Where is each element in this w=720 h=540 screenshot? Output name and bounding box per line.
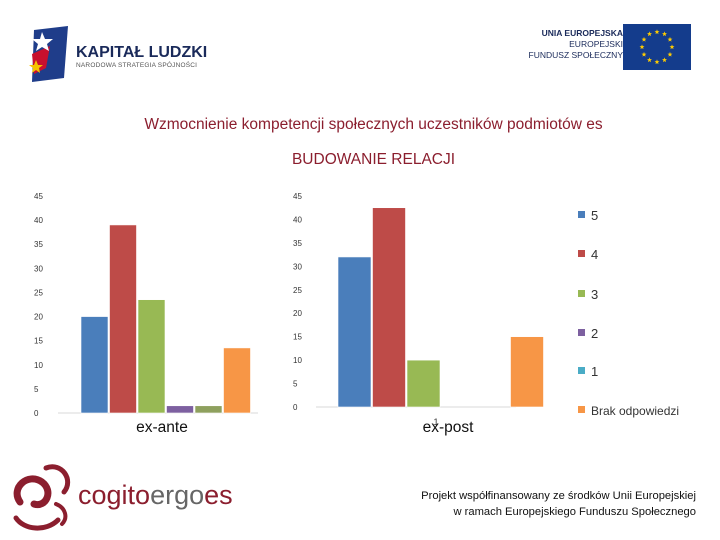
y-tick-label: 25 xyxy=(34,288,43,297)
legend-label: 1 xyxy=(591,364,598,379)
kapital-ludzki-logo: KAPITAŁ LUDZKI NARODOWA STRATEGIA SPÓJNO… xyxy=(28,24,218,84)
eu-line2: EUROPEJSKI xyxy=(569,39,623,49)
eu-flag-icon xyxy=(623,24,691,70)
bar-ex-ante-brak-odpowiedzi xyxy=(223,347,251,414)
bar-ex-ante-2 xyxy=(166,405,194,414)
legend-label: 4 xyxy=(591,247,598,262)
legend-swatch xyxy=(578,367,585,374)
y-tick-label: 0 xyxy=(293,403,298,412)
eu-star-icon xyxy=(641,36,647,42)
bar-ex-ante-4 xyxy=(109,224,137,414)
y-tick-label: 20 xyxy=(293,309,302,318)
x-category-label: ex-ante xyxy=(136,419,188,436)
eu-star-icon xyxy=(654,29,660,35)
legend-swatch xyxy=(578,406,585,413)
eu-star-icon xyxy=(647,57,652,63)
cogito-wordmark: cogitoergoes xyxy=(78,480,233,511)
legend-label: Brak odpowiedzi xyxy=(591,404,679,418)
legend-swatch xyxy=(578,290,585,297)
kapital-ludzki-subtitle: NARODOWA STRATEGIA SPÓJNOŚCI xyxy=(76,62,198,69)
y-tick-label: 5 xyxy=(293,380,298,389)
eu-star-icon xyxy=(662,57,667,63)
y-tick-label: 35 xyxy=(293,239,302,248)
legend-swatch xyxy=(578,211,585,218)
eu-logo: UNIA EUROPEJSKA EUROPEJSKI FUNDUSZ SPOŁE… xyxy=(515,22,695,74)
x-category-label: ex-post xyxy=(423,419,475,436)
y-tick-label: 45 xyxy=(293,192,302,201)
eu-star-icon xyxy=(667,36,673,42)
y-tick-label: 15 xyxy=(293,333,302,342)
project-note-line2: w ramach Europejskiego Funduszu Społeczn… xyxy=(453,506,696,518)
chart-subtitle: BUDOWANIE RELACJI xyxy=(291,151,456,168)
eu-star-icon xyxy=(647,31,652,37)
y-tick-label: 10 xyxy=(34,361,43,370)
y-tick-label: 30 xyxy=(293,262,302,271)
project-note: Projekt współfinansowany ze środków Unii… xyxy=(330,488,696,520)
y-tick-label: 20 xyxy=(34,313,43,322)
eu-star-icon xyxy=(639,44,645,50)
bar-ex-post-4 xyxy=(372,207,406,408)
y-tick-label: 45 xyxy=(34,192,43,201)
y-tick-label: 10 xyxy=(293,356,302,365)
legend-label: 5 xyxy=(591,208,598,223)
eu-text: UNIA EUROPEJSKA EUROPEJSKI FUNDUSZ SPOŁE… xyxy=(529,28,623,61)
legend-label: 3 xyxy=(591,287,598,302)
bar-ex-post-brak-odpowiedzi xyxy=(510,336,544,408)
bar-ex-post-5 xyxy=(337,256,372,408)
y-tick-label: 30 xyxy=(34,264,43,273)
cogito-word: cogito xyxy=(78,480,151,510)
eu-star-icon xyxy=(641,51,647,57)
project-note-line1: Projekt współfinansowany ze środków Unii… xyxy=(421,490,696,502)
cogitoergoes-logo: cogitoergoes xyxy=(6,458,236,536)
eu-star-icon xyxy=(667,51,673,57)
es-word: es xyxy=(204,480,233,510)
eu-star-icon xyxy=(662,31,667,37)
y-tick-label: 5 xyxy=(34,385,39,394)
legend-swatch xyxy=(578,250,585,257)
y-tick-label: 40 xyxy=(34,216,43,225)
bar-ex-ante-5 xyxy=(80,316,109,414)
eu-line3: FUNDUSZ SPOŁECZNY xyxy=(528,50,623,60)
ergo-word: ergo xyxy=(150,480,205,510)
eu-star-icon xyxy=(654,59,660,65)
legend-label: 2 xyxy=(591,326,598,341)
eu-line1: UNIA EUROPEJSKA xyxy=(541,28,623,38)
y-tick-label: 0 xyxy=(34,409,39,418)
x-tick-label: 1 xyxy=(433,417,438,427)
y-tick-label: 15 xyxy=(34,337,43,346)
cogito-swirl-icon xyxy=(13,464,71,531)
kapital-ludzki-emblem-icon xyxy=(29,26,68,82)
y-tick-label: 40 xyxy=(293,215,302,224)
bar-ex-ante-3 xyxy=(137,299,166,414)
chart-title: Wzmocnienie kompetencji społecznych ucze… xyxy=(144,116,603,133)
eu-star-icon xyxy=(669,44,675,50)
kapital-ludzki-title: KAPITAŁ LUDZKI xyxy=(76,44,208,61)
legend-swatch xyxy=(578,329,585,336)
y-tick-label: 25 xyxy=(293,286,302,295)
y-tick-label: 35 xyxy=(34,240,43,249)
bar-ex-post-3 xyxy=(406,359,441,408)
bar-ex-ante-1 xyxy=(194,405,223,414)
